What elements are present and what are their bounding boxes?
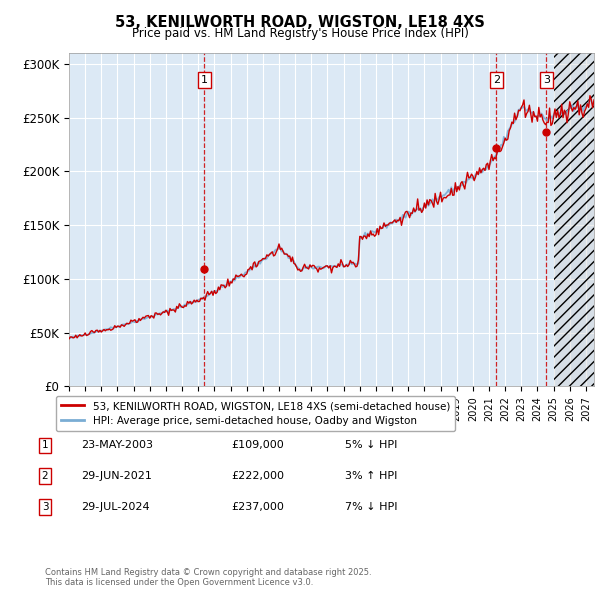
Text: 2: 2 (493, 75, 500, 85)
Text: 3: 3 (543, 75, 550, 85)
Text: 53, KENILWORTH ROAD, WIGSTON, LE18 4XS: 53, KENILWORTH ROAD, WIGSTON, LE18 4XS (115, 15, 485, 30)
Text: 2: 2 (41, 471, 49, 481)
Text: 23-MAY-2003: 23-MAY-2003 (81, 441, 153, 450)
Text: Contains HM Land Registry data © Crown copyright and database right 2025.
This d: Contains HM Land Registry data © Crown c… (45, 568, 371, 587)
Text: 5% ↓ HPI: 5% ↓ HPI (345, 441, 397, 450)
Text: 7% ↓ HPI: 7% ↓ HPI (345, 502, 398, 512)
Text: 29-JUN-2021: 29-JUN-2021 (81, 471, 152, 481)
Text: £109,000: £109,000 (231, 441, 284, 450)
Text: 1: 1 (41, 441, 49, 450)
Bar (554, 53, 594, 386)
Text: £222,000: £222,000 (231, 471, 284, 481)
Legend: 53, KENILWORTH ROAD, WIGSTON, LE18 4XS (semi-detached house), HPI: Average price: 53, KENILWORTH ROAD, WIGSTON, LE18 4XS (… (56, 396, 455, 431)
Text: £237,000: £237,000 (231, 502, 284, 512)
Text: 3: 3 (41, 502, 49, 512)
Text: 29-JUL-2024: 29-JUL-2024 (81, 502, 149, 512)
Text: 3% ↑ HPI: 3% ↑ HPI (345, 471, 397, 481)
Text: Price paid vs. HM Land Registry's House Price Index (HPI): Price paid vs. HM Land Registry's House … (131, 27, 469, 40)
Text: 1: 1 (201, 75, 208, 85)
